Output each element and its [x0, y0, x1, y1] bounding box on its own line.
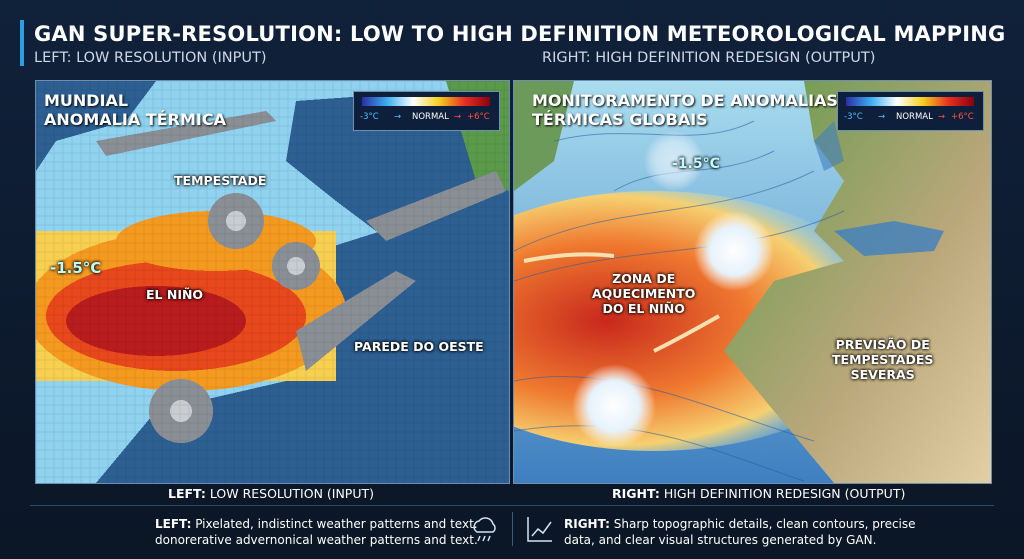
- legend-mid: NORMAL: [896, 112, 933, 122]
- label-line: DO EL NIÑO: [602, 301, 685, 316]
- map-label: EL NIÑO: [146, 287, 204, 302]
- right-caption: RIGHT: HIGH DEFINITION REDESIGN (OUTPUT): [612, 486, 905, 501]
- right-map: MONITORAMENTO DE ANOMALIAS TÉRMICAS GLOB…: [513, 80, 992, 484]
- left-description: LEFT: Pixelated, indistinct weather patt…: [155, 516, 478, 548]
- legend: -3°C → NORMAL → +6°C: [837, 91, 984, 131]
- left-caption: LEFT: LOW RESOLUTION (INPUT): [168, 486, 374, 501]
- title: GAN SUPER-RESOLUTION: LOW TO HIGH DEFINI…: [34, 22, 1006, 46]
- label-line: SEVERAS: [850, 367, 915, 382]
- legend-max: +6°C: [467, 112, 490, 122]
- left-map: MUNDIAL ANOMALIA TÉRMICA -3°C → NORMAL →…: [35, 80, 510, 484]
- desc-line: donorerative advernonical weather patter…: [155, 533, 478, 547]
- right-map-image: [514, 81, 991, 483]
- title-line: MONITORAMENTO DE ANOMALIAS: [532, 91, 838, 110]
- map-label: PREVISÃO DE TEMPESTADES SEVERAS: [832, 337, 933, 382]
- title-line: ANOMALIA TÉRMICA: [44, 110, 226, 129]
- desc-text: Sharp topographic details, clean contour…: [613, 517, 916, 531]
- cloud-icon: [473, 517, 496, 542]
- legend-arrow: →: [938, 112, 946, 122]
- desc-prefix: RIGHT:: [564, 517, 610, 531]
- accent-bar: [20, 20, 24, 66]
- divider: [30, 505, 994, 506]
- title-line: TÉRMICAS GLOBAIS: [532, 110, 708, 129]
- caption-prefix: RIGHT:: [612, 486, 660, 501]
- label-line: AQUECIMENTO: [592, 286, 696, 301]
- left-map-title: MUNDIAL ANOMALIA TÉRMICA: [44, 91, 226, 129]
- legend-arrow: →: [878, 112, 886, 122]
- label-line: PREVISÃO DE: [835, 337, 930, 352]
- desc-line: RIGHT: Sharp topographic details, clean …: [564, 516, 916, 532]
- legend-gradient: [846, 97, 974, 106]
- left-map-image: [36, 81, 509, 483]
- legend-arrow: →: [394, 112, 402, 122]
- caption-prefix: LEFT:: [168, 486, 206, 501]
- right-subtitle: RIGHT: HIGH DEFINITION REDESIGN (OUTPUT): [542, 50, 876, 66]
- desc-line: LEFT: Pixelated, indistinct weather patt…: [155, 516, 478, 532]
- title-line: MUNDIAL: [44, 91, 129, 110]
- legend-min: -3°C: [844, 112, 863, 122]
- desc-line: data, and clear visual structures genera…: [564, 533, 877, 547]
- separator: [512, 512, 513, 546]
- legend-mid: NORMAL: [412, 112, 449, 122]
- map-label: TEMPESTADE: [174, 173, 267, 188]
- legend: -3°C → NORMAL → +6°C: [353, 91, 500, 131]
- right-map-title: MONITORAMENTO DE ANOMALIAS TÉRMICAS GLOB…: [532, 91, 838, 129]
- map-label: PAREDE DO OESTE: [354, 339, 484, 354]
- right-description: RIGHT: Sharp topographic details, clean …: [564, 516, 916, 548]
- legend-arrow: →: [454, 112, 462, 122]
- legend-gradient: [362, 97, 490, 106]
- caption-text: LOW RESOLUTION (INPUT): [209, 486, 375, 501]
- map-label: -1.5°C: [672, 156, 720, 172]
- left-subtitle: LEFT: LOW RESOLUTION (INPUT): [34, 50, 267, 66]
- caption-text: HIGH DEFINITION REDESIGN (OUTPUT): [663, 486, 906, 501]
- label-line: ZONA DE: [612, 271, 676, 286]
- legend-max: +6°C: [951, 112, 974, 122]
- legend-min: -3°C: [360, 112, 379, 122]
- chart-icon: [527, 517, 552, 542]
- map-label: ZONA DE AQUECIMENTO DO EL NIÑO: [592, 271, 695, 316]
- label-line: TEMPESTADES: [832, 352, 934, 367]
- map-label: -1.5°C: [50, 259, 102, 277]
- desc-text: Pixelated, indistinct weather patterns a…: [195, 517, 478, 531]
- desc-prefix: LEFT:: [155, 517, 192, 531]
